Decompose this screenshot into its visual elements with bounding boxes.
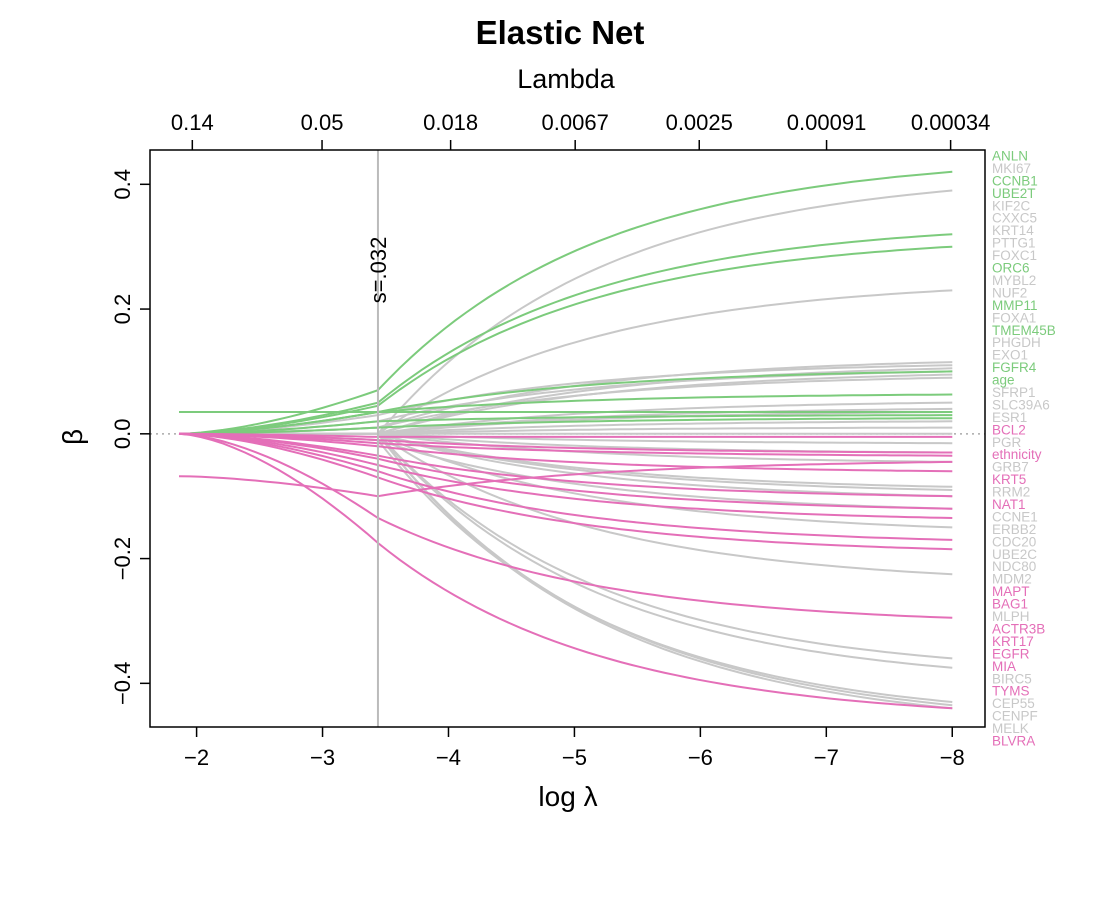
x-tick-label: −2 <box>184 745 209 770</box>
series-label-orc6: ORC6 <box>992 261 1030 276</box>
x-tick-label: −8 <box>940 745 965 770</box>
top-axis-label: Lambda <box>517 64 616 94</box>
series-label-esr1: ESR1 <box>992 410 1027 425</box>
coefficient-paths <box>150 170 985 710</box>
series-label-bcl2: BCL2 <box>992 422 1026 437</box>
coef-path-krt14 <box>178 364 953 435</box>
series-label-nuf2: NUF2 <box>992 285 1027 300</box>
series-label-ccne1: CCNE1 <box>992 509 1038 524</box>
series-label-mki67: MKI67 <box>992 161 1031 176</box>
series-label-melk: MELK <box>992 721 1029 736</box>
series-label-mmp11: MMP11 <box>992 298 1038 313</box>
series-labels: ANLNMKI67CCNB1UBE2TKIF2CCXXC5KRT14PTTG1F… <box>992 149 1056 749</box>
series-label-mdm2: MDM2 <box>992 572 1032 587</box>
series-label-pttg1: PTTG1 <box>992 236 1036 251</box>
series-label-anln: ANLN <box>992 149 1028 164</box>
y-tick-label: −0.2 <box>110 537 135 580</box>
series-label-ccnb1: CCNB1 <box>992 173 1038 188</box>
series-label-cenpf: CENPF <box>992 709 1038 724</box>
top-tick-label: 0.00091 <box>787 110 867 135</box>
coef-path-age <box>179 417 953 435</box>
coef-path-mia <box>178 460 953 498</box>
coef-path-blvra <box>178 432 953 710</box>
series-label-rrm2: RRM2 <box>992 485 1030 500</box>
plot-frame <box>149 149 986 728</box>
series-label-krt5: KRT5 <box>992 472 1026 487</box>
series-label-cep55: CEP55 <box>992 696 1035 711</box>
x-tick-label: −7 <box>814 745 839 770</box>
series-label-slc39a6: SLC39A6 <box>992 397 1050 412</box>
series-label-tyms: TYMS <box>992 684 1030 699</box>
coef-path-bag1 <box>178 432 953 510</box>
top-tick-label: 0.018 <box>423 110 478 135</box>
coef-path-ube2t <box>178 245 953 435</box>
series-label-ndc80: NDC80 <box>992 559 1036 574</box>
series-label-tmem45b: TMEM45B <box>992 323 1056 338</box>
series-label-kif2c: KIF2C <box>992 198 1031 213</box>
series-label-age: age <box>992 373 1015 388</box>
series-label-phgdh: PHGDH <box>992 335 1041 350</box>
y-tick-label: −0.4 <box>110 662 135 705</box>
series-label-ethnicity: ethnicity <box>992 447 1042 462</box>
series-label-grb7: GRB7 <box>992 460 1029 475</box>
top-tick-label: 0.0025 <box>666 110 733 135</box>
selected-lambda-label: s=.032 <box>366 237 391 304</box>
y-tick-label: 0.2 <box>110 294 135 325</box>
coef-path-tyms <box>178 432 953 619</box>
y-tick-label: 0.4 <box>110 169 135 200</box>
coef-path-nat1 <box>178 432 953 473</box>
y-tick-label: 0.0 <box>110 419 135 450</box>
axes: s=.032 −2 −3 −4 −5 −6 −7 −8 0.14 0.05 0.018 0.0067 0… <box>110 110 990 770</box>
x-tick-label: −4 <box>436 745 461 770</box>
x-tick-label: −6 <box>688 745 713 770</box>
series-label-bag1: BAG1 <box>992 597 1028 612</box>
series-label-mlph: MLPH <box>992 609 1030 624</box>
series-label-krt14: KRT14 <box>992 223 1034 238</box>
series-label-pgr: PGR <box>992 435 1022 450</box>
series-label-ube2c: UBE2C <box>992 547 1037 562</box>
coef-path-egfr <box>178 432 953 551</box>
series-label-cdc20: CDC20 <box>992 534 1036 549</box>
x-tick-label: −3 <box>310 745 335 770</box>
series-label-actr3b: ACTR3B <box>992 621 1045 636</box>
series-label-egfr: EGFR <box>992 646 1030 661</box>
top-tick-label: 0.14 <box>171 110 214 135</box>
series-label-erbb2: ERBB2 <box>992 522 1036 537</box>
x-axis-label: log λ <box>538 781 597 812</box>
coef-path-bcl2 <box>178 432 953 438</box>
coef-path-fgfr4 <box>178 414 953 435</box>
series-label-fgfr4: FGFR4 <box>992 360 1037 375</box>
series-label-sfrp1: SFRP1 <box>992 385 1036 400</box>
series-label-nat1: NAT1 <box>992 497 1026 512</box>
series-label-foxa1: FOXA1 <box>992 310 1036 325</box>
series-label-mybl2: MYBL2 <box>992 273 1036 288</box>
series-label-cxxc5: CXXC5 <box>992 211 1037 226</box>
series-label-birc5: BIRC5 <box>992 671 1032 686</box>
top-tick-label: 0.05 <box>301 110 344 135</box>
series-label-krt17: KRT17 <box>992 634 1034 649</box>
coef-path-mapt <box>178 432 953 498</box>
top-tick-label: 0.0067 <box>542 110 609 135</box>
coef-path-actr3b <box>178 432 953 519</box>
coef-path-krt5 <box>178 432 953 457</box>
series-label-foxc1: FOXC1 <box>992 248 1037 263</box>
coef-path-mmp11 <box>178 393 953 435</box>
coef-path-ccnb1 <box>178 233 953 435</box>
coef-path-melk <box>179 432 953 710</box>
coef-path-krt17 <box>178 432 953 541</box>
x-tick-label: −5 <box>562 745 587 770</box>
series-label-mia: MIA <box>992 659 1016 674</box>
chart-title: Elastic Net <box>476 14 645 51</box>
y-axis-label: β <box>57 429 88 445</box>
series-label-mapt: MAPT <box>992 584 1030 599</box>
series-label-ube2t: UBE2T <box>992 186 1036 201</box>
top-tick-label: 0.00034 <box>911 110 991 135</box>
series-label-exo1: EXO1 <box>992 348 1028 363</box>
coef-path-ethnicity <box>178 432 953 454</box>
series-label-blvra: BLVRA <box>992 734 1035 749</box>
